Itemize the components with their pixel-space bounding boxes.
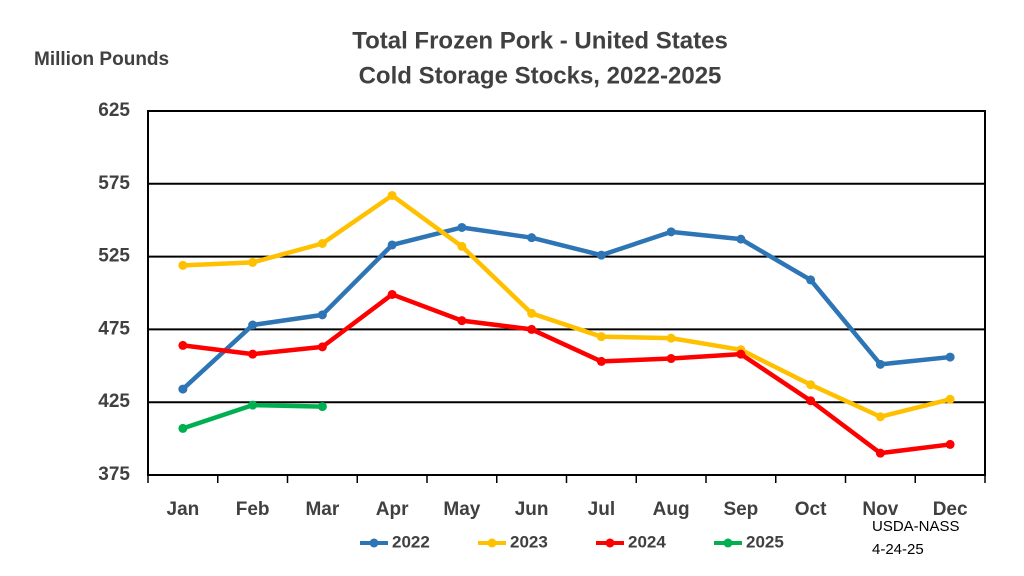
point [527,324,537,334]
point [178,423,188,433]
point [945,352,955,362]
series-line [182,193,951,420]
point [178,340,188,350]
x-tick-label: Dec [933,499,968,520]
series-line [181,225,951,391]
point [806,396,816,406]
point [736,234,746,244]
point [317,402,327,412]
point [666,333,676,343]
plot-frame [147,110,986,476]
point [387,190,397,200]
x-tick-label: Jul [588,499,615,520]
y-axis-label: Million Pounds [34,49,169,70]
point [736,349,746,359]
legend-marker [723,538,733,548]
series-line [182,292,951,456]
point [527,233,537,243]
legend-label: 2025 [746,532,784,551]
source-note: USDA-NASS [872,518,960,535]
point [248,349,258,359]
point [248,400,258,410]
y-tick-label: 575 [98,173,130,194]
legend-label: 2023 [510,532,548,551]
legend-marker [369,538,379,548]
y-tick-label: 425 [98,391,130,412]
y-tick-label: 625 [98,100,130,121]
chart-subtitle: Cold Storage Stocks, 2022-2025 [359,62,722,89]
x-tick-label: Aug [653,499,690,520]
point [178,384,188,394]
point [596,250,606,260]
point [178,260,188,270]
point [806,380,816,390]
legend-marker [605,538,615,548]
y-tick-label: 375 [98,464,130,485]
point [317,310,327,320]
x-tick-label: Mar [305,499,339,520]
point [457,316,467,326]
x-tick-label: Jun [515,499,549,520]
point [387,240,397,250]
point [875,448,885,458]
point [248,257,258,267]
point [596,332,606,342]
point [248,320,258,330]
date-note: 4-24-25 [872,541,924,558]
point [387,289,397,299]
point [806,275,816,285]
point [527,308,537,318]
y-tick-label: 475 [98,318,130,339]
x-tick-label: Apr [376,499,409,520]
x-tick-label: Feb [236,499,270,520]
point [596,356,606,366]
point [875,359,885,369]
point [945,439,955,449]
legend-marker [487,538,497,548]
legend-label: 2022 [392,532,430,551]
x-tick-label: Jan [167,499,200,520]
point [875,412,885,422]
point [666,354,676,364]
y-tick-label: 525 [98,246,130,267]
legend-label: 2024 [628,532,666,551]
chart-title: Total Frozen Pork - United States [352,27,728,54]
point [317,238,327,248]
point [457,241,467,251]
point [317,342,327,352]
x-tick-label: May [443,499,480,520]
x-tick-label: Sep [723,499,758,520]
point [666,227,676,237]
point [457,222,467,232]
x-tick-label: Nov [862,499,898,520]
x-tick-label: Oct [795,499,827,520]
point [945,394,955,404]
